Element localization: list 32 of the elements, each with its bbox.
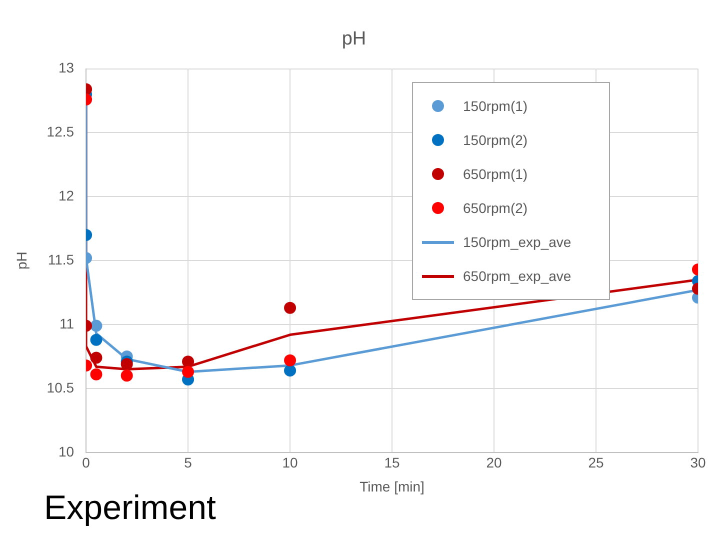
point [284,364,296,377]
legend-label: 650rpm_exp_ave [463,268,572,284]
y-tick-label: 10 [58,443,74,460]
legend-label: 650rpm(2) [463,200,528,216]
y-tick-label: 12 [58,188,74,204]
x-tick-label: 30 [690,454,706,471]
chart-title: pH [342,28,366,50]
y-axis-title: pH [13,252,30,270]
x-tick-label: 10 [282,454,298,471]
x-tick-label: 20 [486,454,502,471]
point [90,352,102,364]
text: Experiment [44,489,216,528]
point [182,366,194,378]
y-tick-label: 11 [60,315,74,332]
point [120,370,133,382]
y-tick-label: 13 [58,60,74,76]
legend-label: 150rpm(1) [463,98,528,114]
point [284,302,296,314]
x-axis-title: Time [min] [360,478,424,494]
point [90,334,102,346]
legend-label: 650rpm(1) [463,166,528,182]
y-tick-label: 12.5 [46,124,74,140]
point [90,368,102,380]
y-tick-label: 10.5 [46,379,74,396]
x-tick-label: 0 [82,454,90,471]
legend-label: 150rpm_exp_ave [463,234,572,250]
x-tick-label: 5 [184,454,192,471]
y-tick-label: 11.5 [48,251,74,268]
legend-label: 150rpm(2) [463,132,528,148]
x-tick-label: 25 [588,454,604,471]
x-tick-label: 15 [384,454,400,471]
point [284,354,296,366]
